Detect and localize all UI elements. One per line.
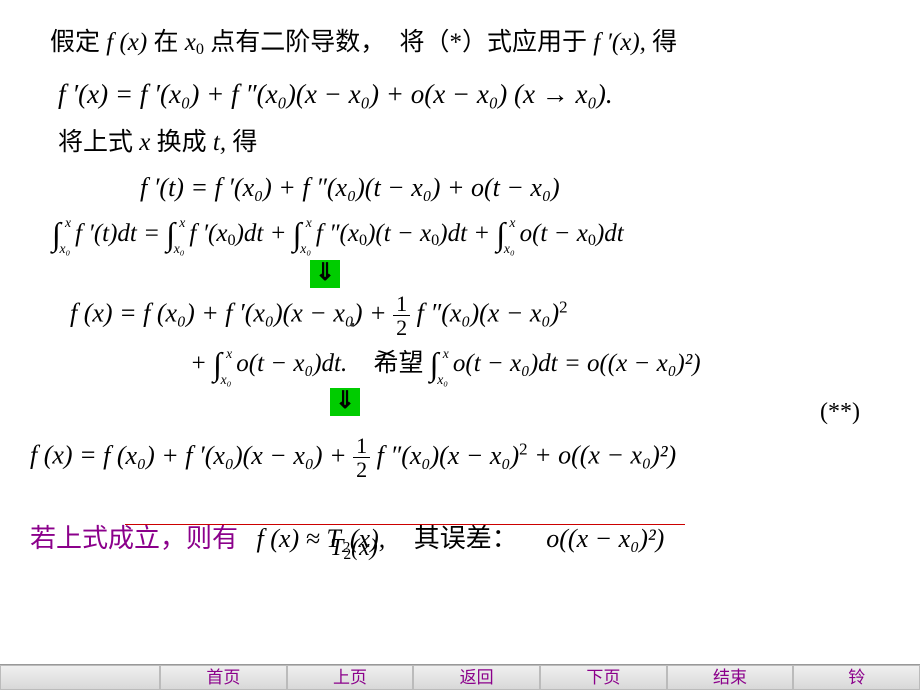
integral-icon: ∫xx₀ xyxy=(52,219,61,252)
integral-icon: ∫xx₀ xyxy=(496,219,505,252)
text: 得 xyxy=(652,29,677,56)
text: 得 xyxy=(232,129,257,156)
nav-back-button[interactable]: 返回 xyxy=(413,665,540,690)
arrow-down-1: ⇓ ▪ xyxy=(310,254,880,292)
integral-icon: ∫xx₀ xyxy=(166,219,175,252)
math: x0 xyxy=(185,29,204,56)
math: t, xyxy=(213,129,226,156)
text: 在 xyxy=(153,29,178,56)
line-4-equation: f ′(t) = f ′(x₀) + f ″(x₀)(t − x₀) + o(t… xyxy=(140,168,880,207)
line-5-equation: ∫xx₀ f ′(t)dt = ∫xx₀ f ′(x0)dt + ∫xx₀ f … xyxy=(52,215,880,253)
nav-bell-button[interactable]: 铃 xyxy=(793,665,920,690)
arrow-down-icon: ⇓ xyxy=(310,260,340,288)
text: 假定 xyxy=(50,29,100,56)
text: 将上式 xyxy=(58,129,133,156)
text: 换成 xyxy=(157,129,207,156)
text: 点有二阶导数， xyxy=(210,29,385,56)
nav-next-button[interactable]: 下页 xyxy=(540,665,667,690)
text: 希望 xyxy=(373,350,423,377)
arrow-down-icon: ⇓ xyxy=(330,388,360,416)
math: o((x − x₀)²) xyxy=(546,524,664,553)
math: f (x) xyxy=(106,29,147,56)
integral-icon: ∫xx₀ xyxy=(430,349,439,382)
line-6-equation: f (x) = f (x₀) + f ′(x₀)(x − x₀) + 12 f … xyxy=(70,292,880,339)
underlined-part: f (x₀) + f ′(x₀)(x − x₀) + 12 f ″(x₀)(x … xyxy=(103,441,534,470)
integral-icon: ∫xx₀ xyxy=(213,349,222,382)
t2-label: T2(x) xyxy=(330,530,378,566)
red-underline xyxy=(125,524,685,525)
math: x xyxy=(139,129,150,156)
fraction: 12 xyxy=(353,434,370,481)
line-1: 假定 f (x) 在 x0 点有二阶导数， 将（*）式应用于 f ′(x), 得 xyxy=(50,24,880,62)
line-3: 将上式 x 换成 t, 得 xyxy=(58,124,880,162)
text: 其误差： xyxy=(414,524,518,553)
nav-end-button[interactable]: 结束 xyxy=(667,665,794,690)
fraction: 12 xyxy=(393,292,410,339)
math: f ′(x), xyxy=(593,29,646,56)
nav-bar: 首页 上页 返回 下页 结束 铃 xyxy=(0,664,920,690)
integral-icon: ∫xx₀ xyxy=(293,219,302,252)
nav-home-button[interactable]: 首页 xyxy=(160,665,287,690)
nav-spacer xyxy=(0,665,160,690)
text-purple: 若上式成立，则有 xyxy=(30,524,238,553)
nav-prev-button[interactable]: 上页 xyxy=(287,665,414,690)
line-9: 若上式成立，则有 f (x) ≈ T₂(x), 其误差： o((x − x₀)²… xyxy=(30,519,880,558)
line-7-equation: + ∫xx₀ o(t − x₀)dt. 希望 ∫xx₀ o(t − x₀)dt … xyxy=(190,345,880,383)
pointer-dot: ▪ xyxy=(350,315,355,336)
text: 将（*）式应用于 xyxy=(399,29,587,56)
star-marker: (**) xyxy=(40,394,860,430)
line-8-equation: f (x) = f (x₀) + f ′(x₀)(x − x₀) + 12 f … xyxy=(30,434,880,481)
line-2-equation: f ′(x) = f ′(x₀) + f ″(x₀)(x − x₀) + o(x… xyxy=(58,74,880,115)
